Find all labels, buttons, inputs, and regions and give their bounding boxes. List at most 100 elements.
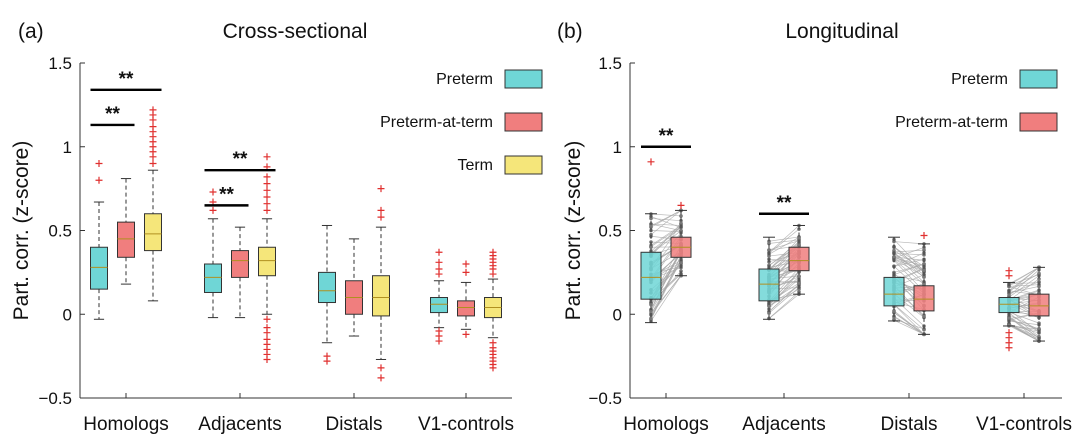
box [144, 213, 162, 252]
series-preterm [90, 160, 448, 365]
outlier-marker [263, 173, 271, 181]
outlier-marker [323, 357, 331, 365]
paired-point [1037, 277, 1041, 281]
box [998, 297, 1020, 314]
legend-label: Term [457, 157, 493, 174]
paired-point [922, 248, 926, 252]
paired-line [768, 236, 800, 255]
paired-point [797, 235, 801, 239]
panel-title: Cross-sectional [223, 20, 368, 43]
legend: Preterm Preterm-at-term [895, 69, 1058, 132]
paired-lines [649, 208, 1041, 343]
box [117, 221, 135, 258]
outlier-marker [489, 248, 497, 256]
paired-line [1008, 284, 1040, 287]
panel-label: (a) [18, 20, 44, 43]
outlier-marker [209, 206, 217, 214]
outlier-marker [263, 186, 271, 194]
x-tick-label: V1-controls [976, 414, 1072, 435]
paired-line [650, 250, 682, 311]
legend-swatch [1019, 69, 1058, 89]
box [788, 246, 810, 272]
outlier-marker [1005, 267, 1013, 275]
paired-line [1008, 278, 1040, 301]
paired-line [893, 250, 925, 270]
y-axis-label: Part. corr. (z-score) [562, 141, 585, 321]
x-tick-label: Distals [325, 414, 382, 435]
paired-point [1007, 291, 1011, 296]
paired-line [768, 228, 800, 254]
paired-point [679, 221, 683, 226]
series-term [144, 106, 502, 382]
outlier-marker [647, 158, 655, 166]
paired-line [768, 285, 800, 307]
outlier-marker [435, 265, 443, 273]
significance-label: ** [233, 149, 248, 170]
paired-point [922, 327, 926, 332]
paired-point [649, 244, 653, 249]
outlier-marker [462, 260, 470, 268]
paired-line [1008, 314, 1040, 331]
paired-line [1008, 323, 1040, 342]
legend-label: Preterm [951, 71, 1008, 88]
paired-line [650, 218, 682, 222]
legend-swatch [504, 112, 543, 132]
paired-point [767, 239, 771, 244]
outlier-marker [263, 206, 271, 214]
paired-line [893, 263, 925, 275]
paired-point [1007, 321, 1011, 326]
legend: Preterm Preterm-at-term Term [380, 69, 543, 175]
significance-label: ** [119, 69, 134, 90]
box [372, 275, 390, 317]
outlier-marker [209, 188, 217, 196]
x-tick-label: Adjacents [742, 414, 825, 435]
box [231, 250, 249, 278]
panel-label: (b) [557, 20, 583, 43]
x-tick-label: Homologs [83, 414, 169, 435]
y-axis-label: Part. corr. (z-score) [10, 141, 33, 321]
outlier-marker [1005, 344, 1013, 352]
outlier-marker [263, 315, 271, 323]
paired-line [650, 223, 682, 257]
outlier-marker [263, 153, 271, 161]
paired-point [679, 261, 683, 265]
paired-line [650, 255, 682, 320]
paired-line [768, 291, 800, 319]
series-preterm [640, 158, 1020, 352]
paired-line [893, 246, 925, 267]
outlier-marker [95, 176, 103, 184]
paired-line [893, 304, 925, 331]
box [430, 297, 448, 314]
paired-line [893, 239, 925, 272]
panel-title: Longitudinal [785, 20, 898, 43]
outlier-marker [377, 374, 385, 382]
paired-line [893, 252, 925, 267]
box [758, 268, 780, 302]
paired-line [768, 236, 800, 242]
outlier-marker [377, 206, 385, 214]
y-tick-label: 0 [613, 305, 622, 324]
outlier-marker [677, 201, 685, 209]
paired-line [893, 274, 925, 283]
legend-swatch [504, 69, 543, 89]
x-tick-label: Distals [880, 414, 937, 435]
paired-point [679, 214, 683, 218]
paired-point [922, 315, 926, 320]
paired-line [768, 293, 800, 319]
paired-line [650, 230, 682, 255]
paired-line [768, 240, 800, 251]
paired-point [1037, 328, 1041, 332]
paired-line [893, 253, 925, 283]
paired-line [1008, 267, 1040, 293]
outlier-marker [149, 123, 157, 131]
legend-swatch [504, 155, 543, 175]
outlier-marker [149, 106, 157, 114]
y-tick-label: 0.5 [598, 222, 622, 241]
y-tick-label: 1.5 [48, 54, 72, 73]
outlier-marker [435, 248, 443, 256]
outlier-marker [462, 330, 470, 338]
outlier-marker [263, 200, 271, 208]
box [883, 276, 905, 307]
paired-point [922, 269, 926, 274]
